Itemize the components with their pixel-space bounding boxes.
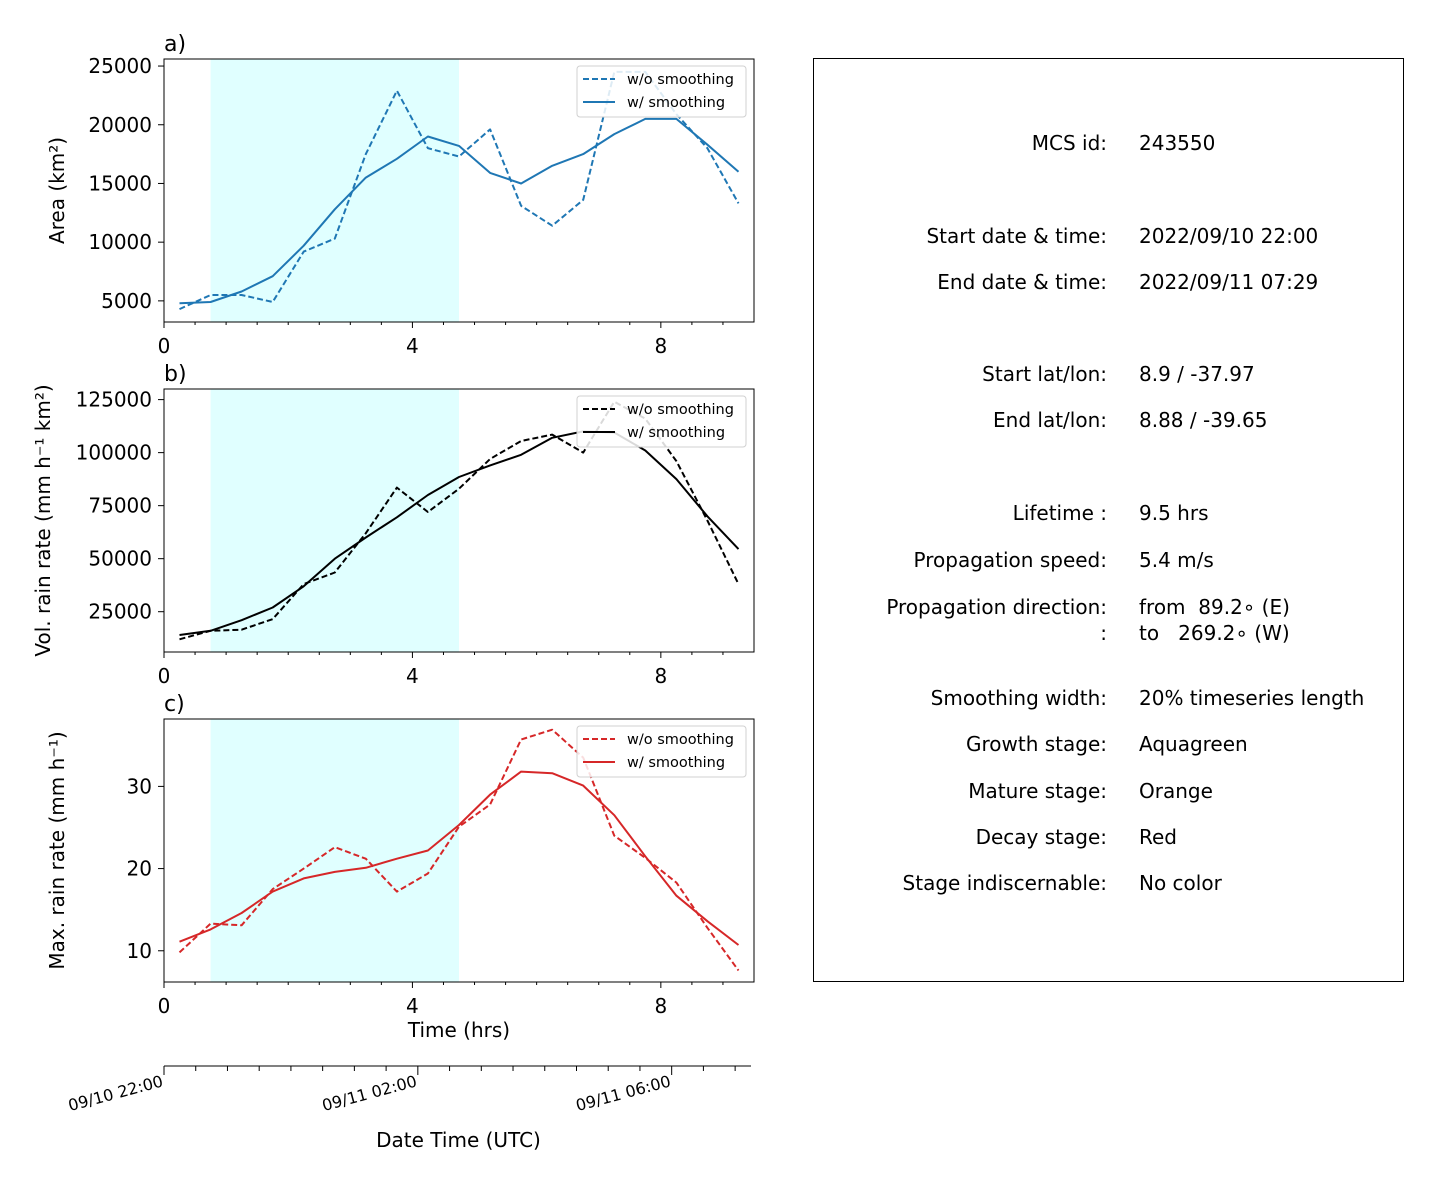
panel-label: a) [164,32,186,57]
info-value: 9.5 hrs [1139,501,1209,525]
series-line-raw [178,728,740,972]
info-label: Growth stage: [965,732,1107,756]
legend-box [576,725,747,778]
chart-panel-a: 0 4 8 5000 10000 15000 20000 25000 a) Area (km²) w… [45,32,755,358]
info-label: Mature stage: [968,779,1107,803]
y-tick-label: 25000 [88,600,152,624]
x-tick-label: 0 [158,994,171,1018]
y-axis-label: Area (km²) [45,137,69,244]
chart-panel-b: 0 4 8 25000 50000 75000 100000 125000 b) Vol. rai… [31,362,755,688]
date-tick-label: 09/10 22:00 [66,1072,165,1116]
legend-label: w/ smoothing [627,95,725,111]
series-line-smoothed [179,117,740,305]
info-label: Lifetime : [1012,501,1107,525]
y-tick-label: 20 [127,857,152,881]
info-value: 5.4 m/s [1139,548,1214,572]
info-label: MCS id: [1031,131,1107,155]
y-tick-label: 10 [127,939,152,963]
info-label: Start lat/lon: [982,362,1107,386]
y-tick-label: 20000 [88,113,152,137]
date-axis: 09/10 22:00 09/11 02:00 09/11 06:00 Date Ti… [66,1065,751,1152]
info-label: End date & time: [937,270,1107,294]
info-value: to 269.2∘ (W) [1139,621,1290,645]
y-tick-label: 50000 [88,547,152,571]
info-label: Start date & time: [926,224,1107,248]
info-value: Orange [1139,779,1213,803]
x-tick-label: 8 [654,334,667,358]
mcs-info-panel: MCS id: 243550 Start date & time: 2022/09/1… [813,58,1404,982]
series-line-smoothed [179,430,740,636]
y-tick-label: 10000 [88,230,152,254]
x-tick-label: 4 [406,994,419,1018]
info-label: : [1100,621,1107,645]
growth-stage-shading [210,719,459,982]
info-label: Propagation speed: [913,548,1107,572]
date-tick-label: 09/11 02:00 [320,1072,419,1116]
info-value: 8.9 / -37.97 [1139,362,1255,386]
y-tick-label: 125000 [76,388,152,412]
y-tick-label: 5000 [101,289,152,313]
info-value: from 89.2∘ (E) [1139,595,1290,619]
legend: w/o smoothing w/ smoothing [576,65,747,118]
y-tick-label: 25000 [88,54,152,78]
info-value: No color [1139,871,1222,895]
y-tick-label: 100000 [76,441,152,465]
series-line-smoothed [179,770,740,946]
x-axis-label: Time (hrs) [407,1018,510,1042]
growth-stage-shading [210,59,459,322]
axes-frame [163,388,755,653]
axes-frame [163,58,755,323]
date-axis-label: Date Time (UTC) [376,1128,541,1152]
info-label: Propagation direction: [886,595,1107,619]
x-tick-label: 0 [158,664,171,688]
info-value: 2022/09/10 22:00 [1139,224,1319,248]
info-label: Stage indiscernable: [902,871,1107,895]
info-value: Aquagreen [1139,732,1248,756]
info-value: 8.88 / -39.65 [1139,408,1268,432]
info-value: 2022/09/11 07:29 [1139,270,1319,294]
y-tick-label: 75000 [88,494,152,518]
panel-label: c) [164,692,185,717]
x-tick-label: 4 [406,334,419,358]
legend-label: w/ smoothing [627,425,725,441]
axes-frame [163,718,755,983]
info-label: Decay stage: [975,825,1107,849]
panel-label: b) [164,362,187,387]
legend: w/o smoothing w/ smoothing [576,395,747,448]
legend-label: w/o smoothing [627,732,734,748]
y-axis-label: Vol. rain rate (mm h⁻¹ km²) [31,384,55,656]
y-tick-label: 30 [127,774,152,798]
info-value: Red [1139,825,1177,849]
info-label: End lat/lon: [993,408,1107,432]
y-axis-label: Max. rain rate (mm h⁻¹) [45,731,69,969]
x-tick-label: 0 [158,334,171,358]
legend-box [576,65,747,118]
x-tick-label: 8 [654,664,667,688]
x-tick-label: 8 [654,994,667,1018]
x-tick-label: 4 [406,664,419,688]
legend-label: w/o smoothing [627,402,734,418]
legend-label: w/ smoothing [627,755,725,771]
legend-label: w/o smoothing [627,72,734,88]
y-tick-label: 15000 [88,171,152,195]
date-tick-label: 09/11 06:00 [574,1072,673,1116]
chart-panel-c: 0 4 8 10 20 30 c) Max. rain rate (mm h⁻¹) w/o sm… [45,692,755,1018]
growth-stage-shading [210,389,459,652]
info-value: 20% timeseries length [1139,686,1365,710]
legend: w/o smoothing w/ smoothing [576,725,747,778]
legend-box [576,395,747,448]
info-value: 243550 [1139,131,1216,155]
info-label: Smoothing width: [930,686,1107,710]
